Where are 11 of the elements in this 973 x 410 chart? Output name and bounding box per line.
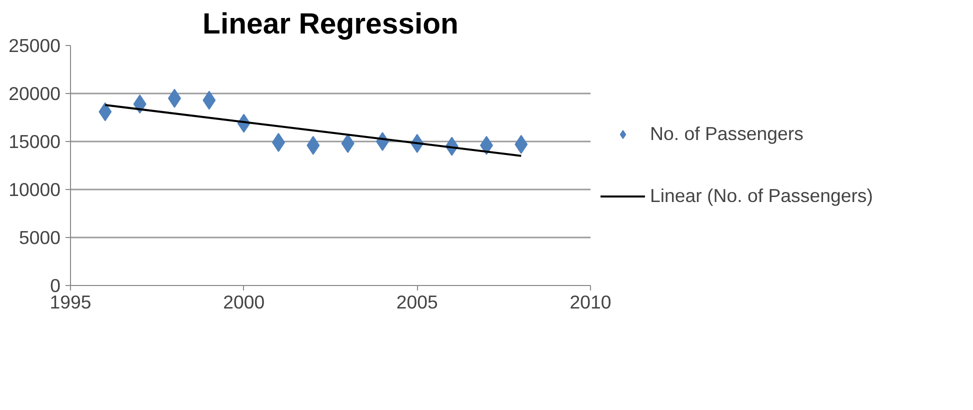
x-tick-label: 2000	[223, 292, 265, 312]
y-tick-label: 15000	[8, 131, 61, 152]
x-tick-label: 2005	[396, 292, 438, 312]
y-tick-label: 5000	[18, 227, 61, 248]
y-tick-label: 20000	[8, 83, 61, 104]
legend-label: Linear (No. of Passengers)	[650, 185, 873, 207]
chart-title: Linear Regression	[202, 8, 458, 40]
x-tick-label: 2010	[570, 292, 612, 312]
y-tick-label: 25000	[8, 35, 61, 56]
legend-label: No. of Passengers	[650, 123, 804, 145]
y-tick-label: 10000	[8, 179, 61, 200]
